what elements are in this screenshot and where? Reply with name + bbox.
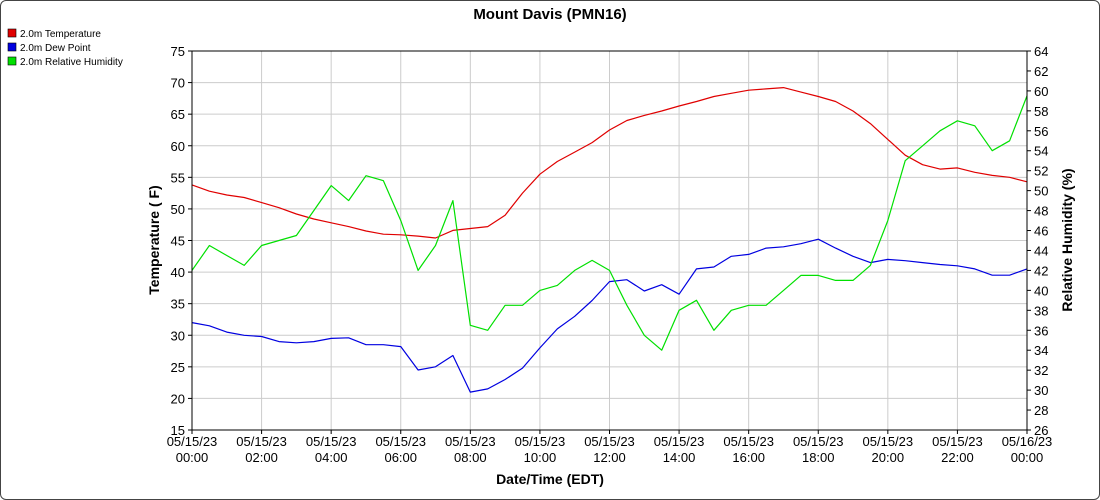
y-tick-label: 30 [171,328,185,343]
y2-tick-label: 42 [1034,263,1048,278]
legend-label: 2.0m Relative Humidity [20,57,123,68]
x-tick-label-date: 05/15/23 [932,434,983,449]
series-line-temperature [191,86,1028,239]
x-tick-label-date: 05/15/23 [515,434,566,449]
x-tick-label-time: 00:00 [1011,450,1044,465]
series-line-relative-humidity [191,95,1028,351]
y-tick-label: 45 [171,234,185,249]
legend-swatch [7,56,17,66]
y-tick-label: 15 [171,423,185,438]
x-tick-label-date: 05/15/23 [167,434,218,449]
y2-tick-label: 44 [1034,243,1048,258]
y-tick-label: 40 [171,265,185,280]
y2-tick-label: 32 [1034,363,1048,378]
legend-label: 2.0m Temperature [20,29,101,40]
y-tick-label: 25 [171,360,185,375]
chart-title: Mount Davis (PMN16) [473,6,626,23]
y2-tick-label: 46 [1034,224,1048,239]
y-tick-label: 60 [171,139,185,154]
x-tick-label-date: 05/15/23 [863,434,914,449]
y2-tick-label: 56 [1034,124,1048,139]
y-tick-label: 75 [171,44,185,59]
series-line-dew-point [191,238,1028,393]
y2-tick-label: 40 [1034,283,1048,298]
x-tick-label-date: 05/15/23 [375,434,426,449]
y2-tick-label: 58 [1034,104,1048,119]
x-tick-label-time: 18:00 [802,450,835,465]
y-tick-label: 70 [171,76,185,91]
y2-tick-label: 52 [1034,164,1048,179]
y2-tick-label: 28 [1034,403,1048,418]
y2-axis-ticks: 26 28 30 32 34 36 38 40 42 44 46 48 50 52 54 56 58 60 62 64 [1027,44,1048,438]
x-tick-label-time: 22:00 [941,450,974,465]
legend: 2.0m Temperature 2.0m Dew Point 2.0m Relat… [7,28,123,68]
x-tick-label-date: 05/15/23 [654,434,705,449]
y2-tick-label: 34 [1034,343,1048,358]
x-tick-label-time: 16:00 [732,450,765,465]
y2-tick-label: 38 [1034,303,1048,318]
x-tick-label-time: 04:00 [315,450,348,465]
y2-tick-label: 60 [1034,84,1048,99]
legend-label: 2.0m Dew Point [20,43,91,54]
y2-tick-label: 26 [1034,423,1048,438]
y-tick-label: 20 [171,391,185,406]
legend-swatch [7,28,17,38]
y2-tick-label: 62 [1034,64,1048,79]
x-tick-label-date: 05/15/23 [584,434,635,449]
y2-axis-title: Relative Humidity (%) [1059,168,1075,311]
y-axis-title: Temperature ( F) [146,185,162,294]
x-tick-label-time: 06:00 [384,450,417,465]
x-tick-label-date: 05/15/23 [306,434,357,449]
x-tick-label-date: 05/15/23 [723,434,774,449]
y2-tick-label: 48 [1034,204,1048,219]
x-tick-label-time: 14:00 [663,450,696,465]
y-tick-label: 55 [171,170,185,185]
x-tick-label-time: 08:00 [454,450,487,465]
x-tick-label-date: 05/15/23 [445,434,496,449]
y2-tick-label: 54 [1034,144,1048,159]
y-tick-label: 65 [171,107,185,122]
y2-tick-label: 36 [1034,323,1048,338]
x-tick-label-time: 02:00 [245,450,278,465]
y-axis-ticks: 15 20 25 30 35 40 45 50 55 60 65 70 75 [171,44,192,438]
x-tick-label-time: 10:00 [524,450,557,465]
y2-tick-label: 64 [1034,44,1048,59]
x-tick-label-date: 05/15/23 [793,434,844,449]
x-tick-label-date: 05/16/23 [1002,434,1053,449]
x-tick-label-time: 00:00 [176,450,209,465]
x-tick-label-time: 12:00 [593,450,626,465]
grid [191,50,1028,431]
x-tick-label-date: 05/15/23 [236,434,287,449]
x-axis-ticks: 05/15/2300:0005/15/2302:0005/15/2304:000… [167,430,1053,465]
legend-swatch [7,42,17,52]
y2-tick-label: 30 [1034,383,1048,398]
y-tick-label: 35 [171,297,185,312]
y-tick-label: 50 [171,202,185,217]
series-layer [191,86,1028,393]
y2-tick-label: 50 [1034,184,1048,199]
x-axis-title: Date/Time (EDT) [496,471,604,487]
x-tick-label-time: 20:00 [872,450,905,465]
